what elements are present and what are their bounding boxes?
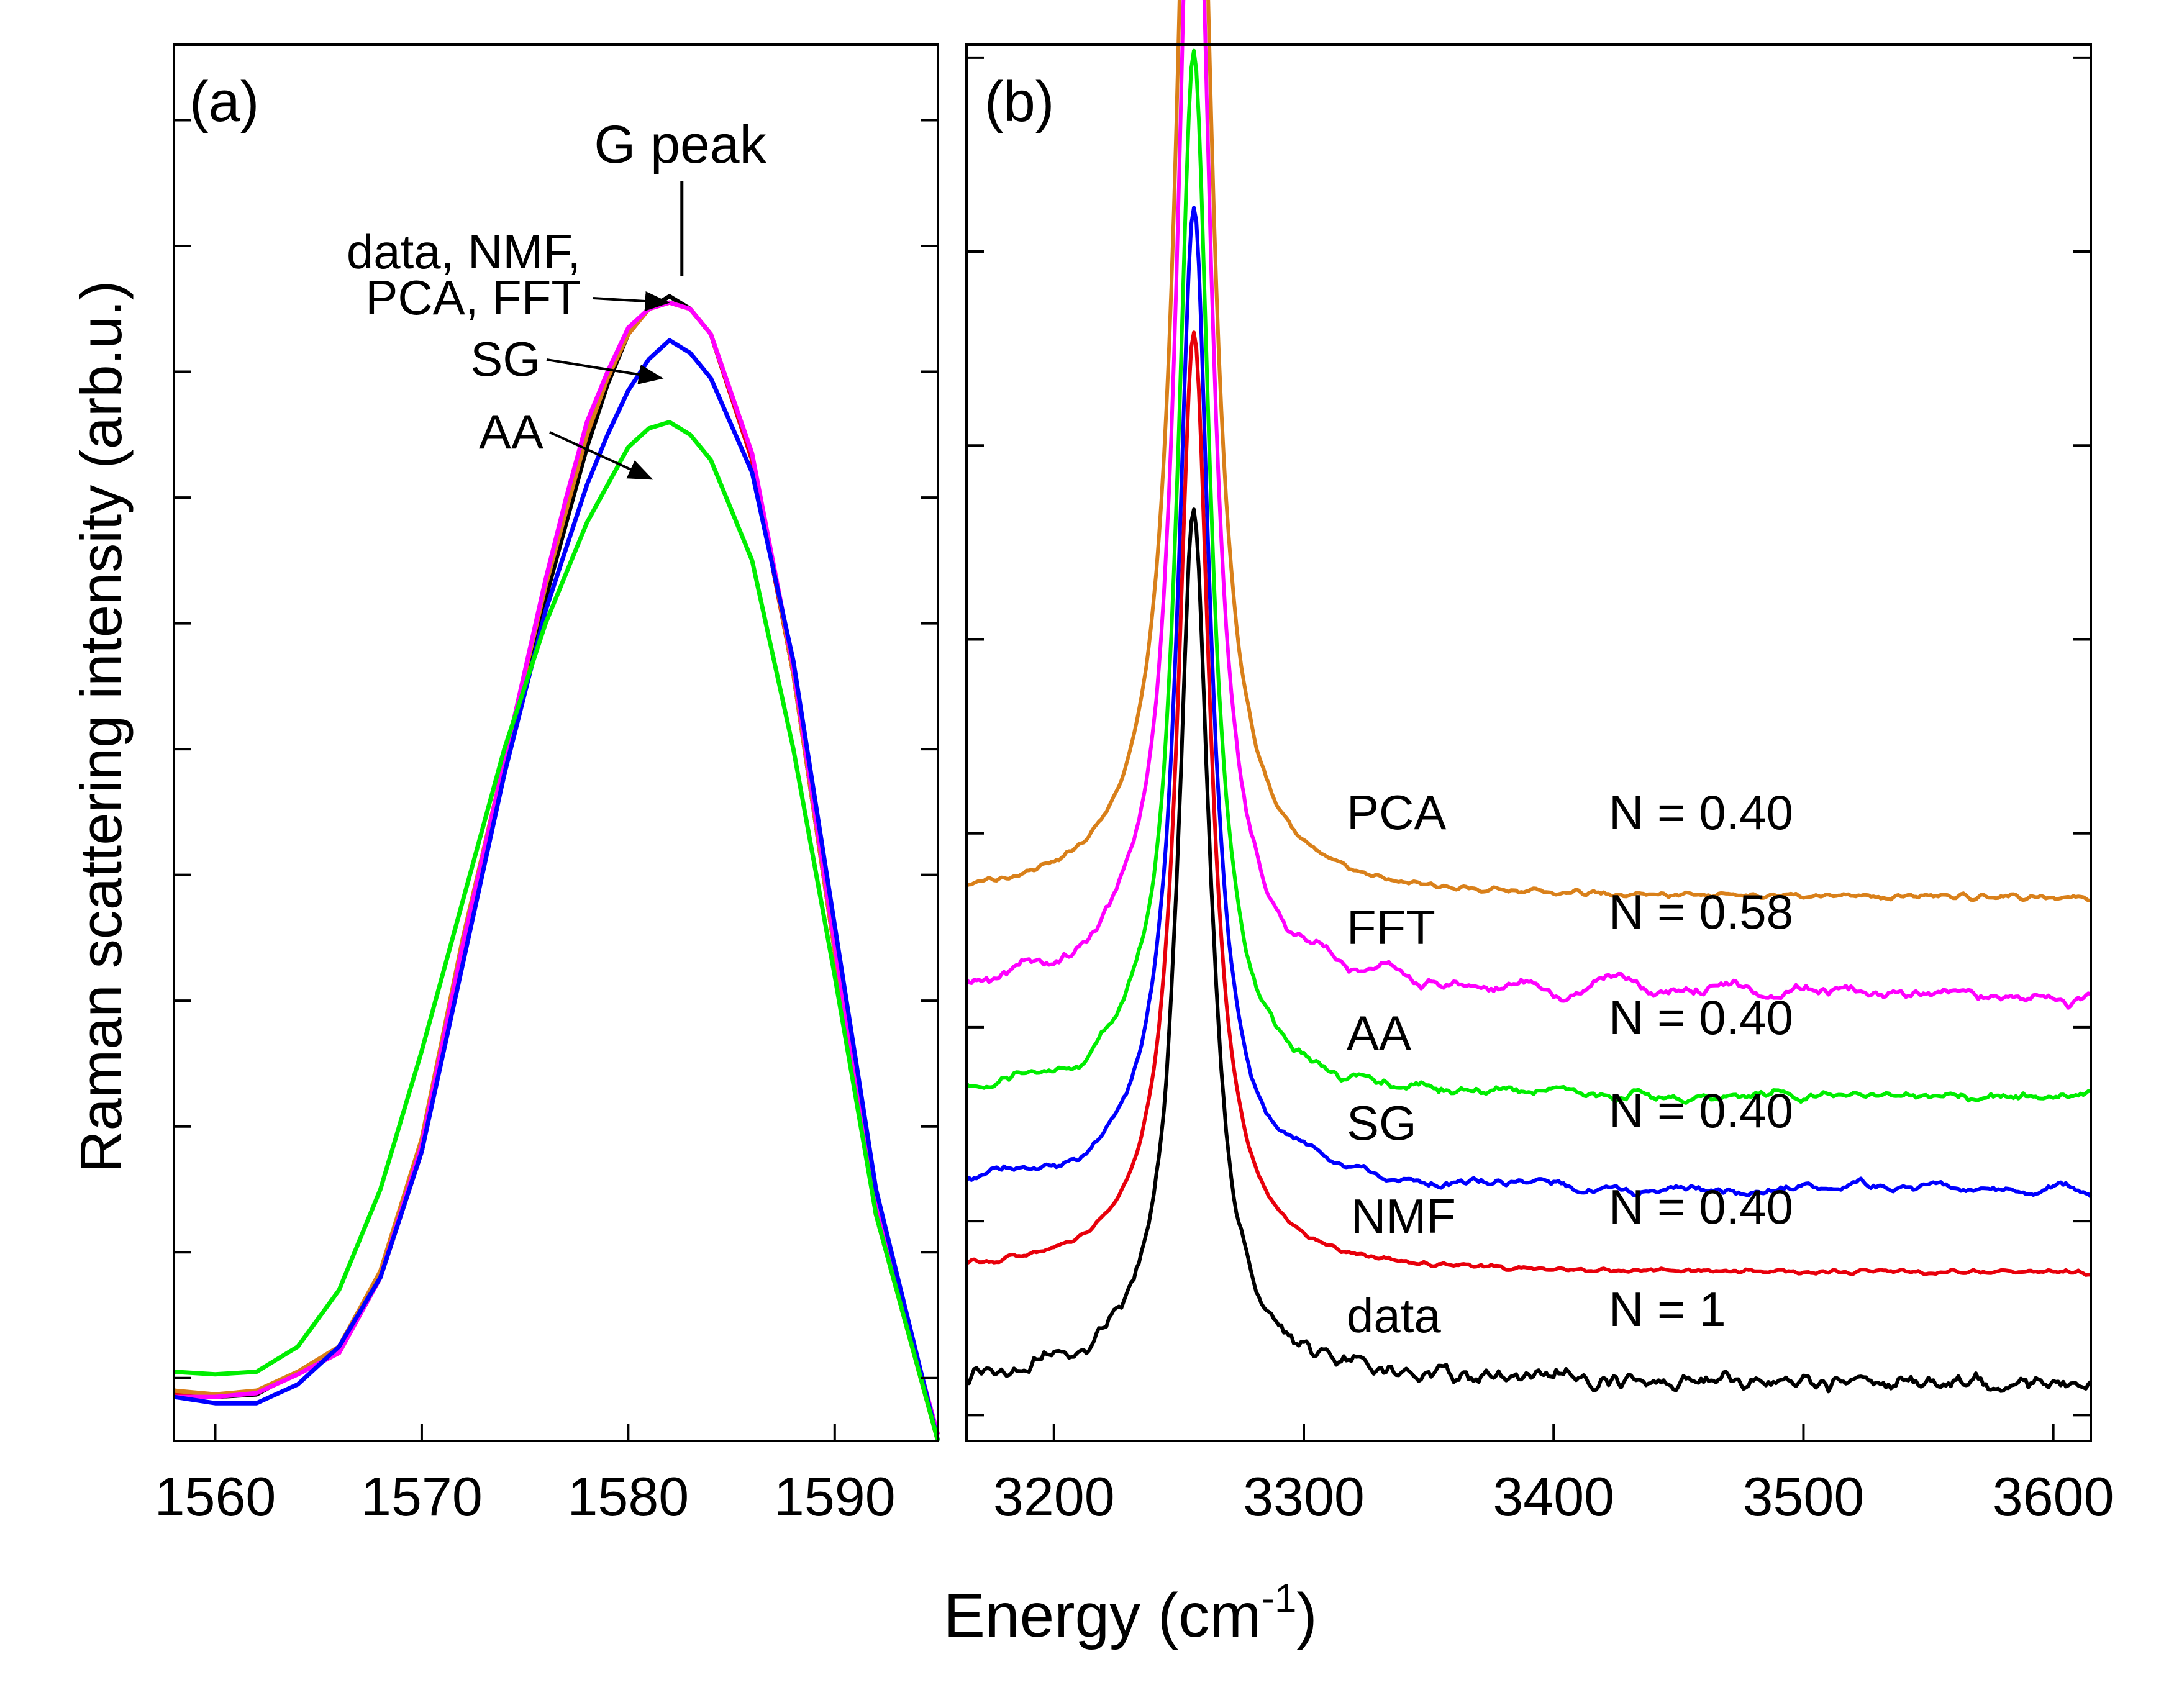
series-nmf-spectrum [965,330,2091,1277]
y-axis-label: Raman scattering intensity (arb.u.) [68,281,134,1173]
x-axis-label: Energy (cm-1) [944,1576,1317,1650]
series-label-sg: SG [1347,1096,1417,1150]
series-sg-line [173,338,940,1442]
x-tick-label-b: 3300 [1243,1466,1365,1527]
panel-b: 3200 3300 3400 3500 3600 data N = 1 NMF N = 0.4… [965,0,2114,1527]
annotation-label-1: data, NMF, [347,224,581,279]
panel-b-series-labels: data N = 1 NMF N = 0.40 SG N = 0.40 AA N = 0.40… [1347,785,1793,1343]
n-value-fft: N = 0.58 [1609,884,1793,939]
series-aa-spectrum [965,48,2091,1105]
series-fft-spectrum [965,0,2092,1010]
x-tick-label-b: 3500 [1743,1466,1865,1527]
series-label-aa: AA [1347,1006,1411,1060]
series-data-spectrum [966,507,2093,1394]
panel-b-ticks: 3200 3300 3400 3500 3600 [966,56,2114,1527]
panel-a-curves [173,294,940,1442]
x-tick-label-a: 1570 [361,1466,483,1527]
g-peak-label: G peak [594,115,766,175]
annotation-label-1-line2: PCA, FFT [365,270,581,325]
panel-a-frame [173,43,939,1442]
panel-a: 1560 1570 1580 1590 data, NMF,PCA, FFTSGAA … [155,43,940,1527]
x-axis-label-main: Energy (cm [944,1581,1261,1650]
series-fft-line [174,300,940,1435]
panel-a-annotations: data, NMF,PCA, FFT SG AA [347,181,684,480]
n-value-pca: N = 0.40 [1609,785,1793,840]
x-tick-label-a: 1590 [774,1466,896,1527]
n-value-data: N = 1 [1609,1282,1726,1337]
series-label-fft: FFT [1347,900,1435,955]
panel-b-curves [965,0,2093,1394]
series-label-pca: PCA [1347,785,1446,840]
n-value-nmf: N = 0.40 [1609,1179,1793,1234]
series-label-nmf: NMF [1351,1189,1456,1243]
annotation-label-2: SG [470,332,540,386]
n-value-aa: N = 0.40 [1609,990,1793,1045]
panel-a-label: (a) [189,70,259,134]
panel-b-frame [965,43,2092,1442]
series-sg-spectrum [965,206,2093,1198]
panel-a-ticks: 1560 1570 1580 1590 [155,119,938,1527]
n-value-sg: N = 0.40 [1609,1083,1793,1138]
x-tick-label-a: 1560 [155,1466,276,1527]
x-tick-label-b: 3400 [1493,1466,1614,1527]
series-aa-line [173,420,940,1442]
x-tick-label-b: 3200 [993,1466,1115,1527]
x-axis-label-sup: -1 [1262,1576,1297,1620]
annotation-arrow-3 [549,431,653,480]
panel-b-label: (b) [985,70,1054,134]
annotation-arrow-1 [593,291,670,311]
annotation-arrow-2 [546,358,664,384]
series-label-data: data [1347,1288,1441,1343]
annotation-label-3: AA [479,404,544,459]
x-tick-label-a: 1580 [567,1466,689,1527]
x-axis-label-close: ) [1296,1581,1317,1650]
x-tick-label-b: 3600 [1993,1466,2114,1527]
series-pca-spectrum [966,0,2091,902]
